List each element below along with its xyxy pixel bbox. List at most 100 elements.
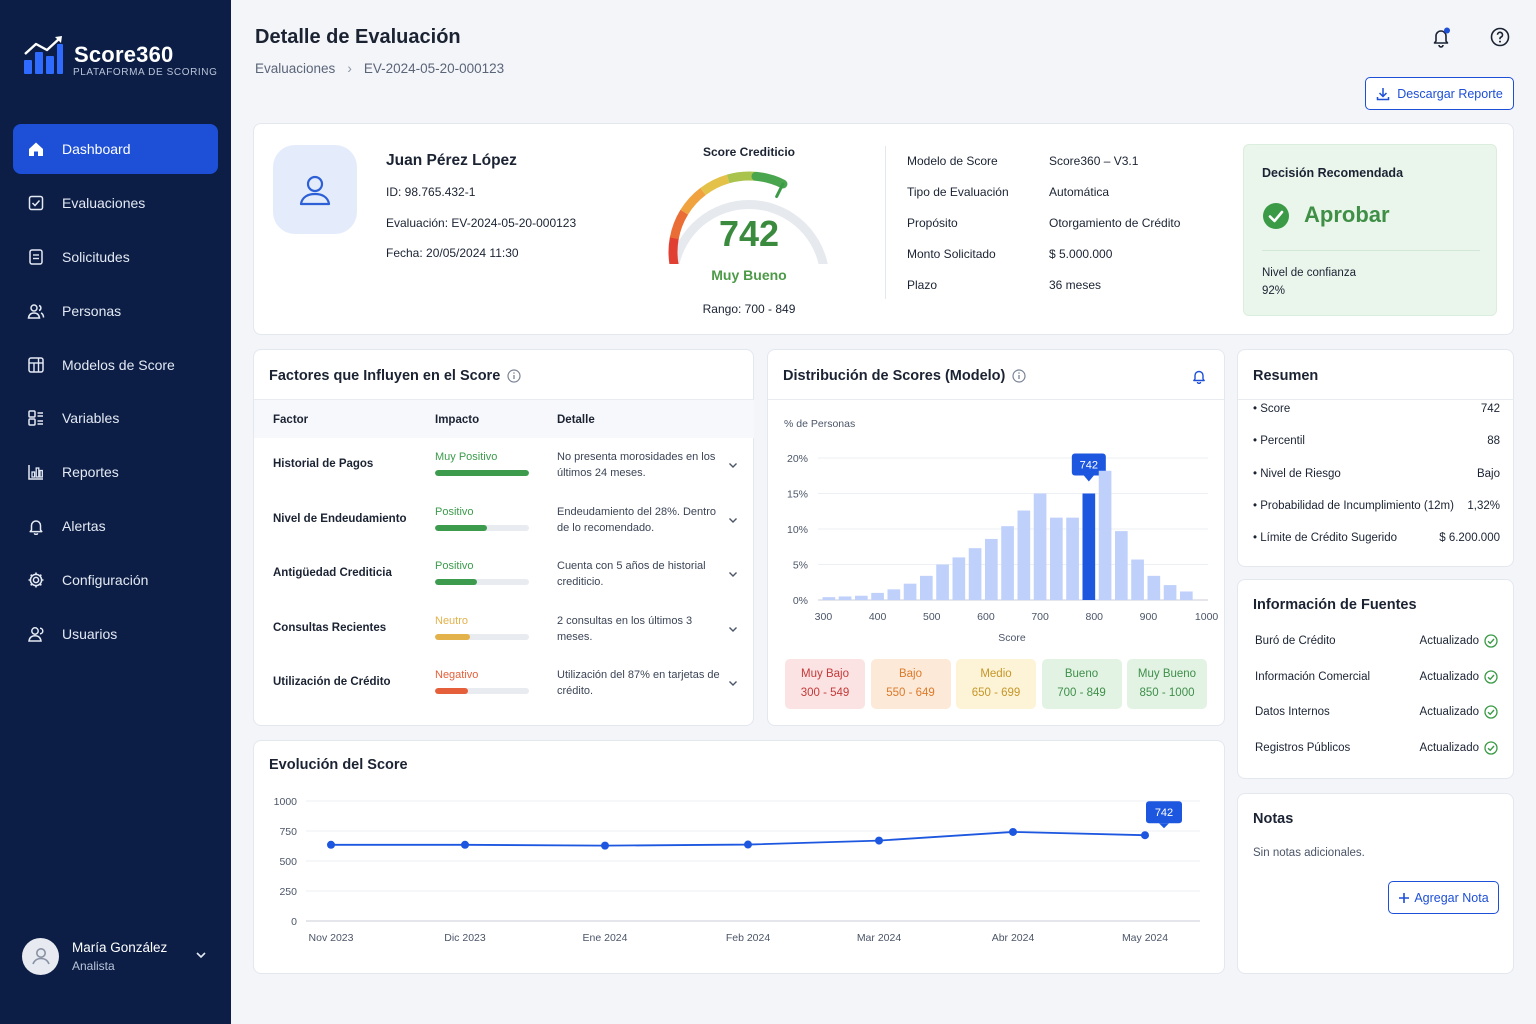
source-status: Actualizado — [1419, 670, 1479, 683]
divider — [254, 399, 754, 400]
sources-card: Información de Fuentes Buró de Crédito Ac… — [1237, 579, 1514, 779]
bar[interactable] — [871, 592, 884, 600]
score-band[interactable]: Bueno 700 - 849 — [1041, 659, 1122, 709]
sidebar-item-modelos-de-score[interactable]: Modelos de Score — [13, 340, 218, 390]
add-note-label: Agregar Nota — [1414, 890, 1489, 905]
sidebar-item-personas[interactable]: Personas — [13, 286, 218, 336]
download-report-button[interactable]: Descargar Reporte — [1365, 77, 1514, 110]
breadcrumb: Evaluaciones › EV-2024-05-20-000123 — [255, 61, 504, 76]
bar[interactable] — [1049, 517, 1063, 600]
score-band[interactable]: Medio 650 - 699 — [956, 659, 1036, 709]
chevron-down-icon[interactable] — [727, 677, 739, 689]
bar[interactable] — [1114, 531, 1128, 600]
bar[interactable] — [984, 538, 998, 600]
x-tick-label: Feb 2024 — [726, 932, 771, 944]
bar[interactable] — [1179, 591, 1193, 600]
bar[interactable] — [968, 548, 982, 600]
score-band[interactable]: Muy Bajo 300 - 549 — [785, 659, 865, 709]
bar[interactable] — [854, 595, 868, 600]
bar[interactable] — [1017, 510, 1031, 600]
sidebar-item-configuracion[interactable]: Configuración — [13, 555, 218, 605]
sidebar-item-variables[interactable]: Variables — [13, 393, 218, 443]
people-icon — [27, 303, 45, 319]
document-icon — [29, 249, 43, 265]
sidebar-item-label: Usuarios — [62, 626, 118, 643]
user-avatar-icon — [31, 948, 50, 965]
score-band[interactable]: Bajo 550 - 649 — [870, 659, 951, 709]
data-point[interactable] — [1009, 827, 1017, 836]
impact-bar — [435, 524, 529, 531]
add-note-button[interactable]: Agregar Nota — [1388, 881, 1499, 914]
sidebar-item-alertas[interactable]: Alertas — [13, 501, 218, 551]
user-name: María González — [72, 939, 168, 955]
score-band[interactable]: Muy Bueno 850 - 1000 — [1127, 659, 1207, 709]
factor-detail: Utilización del 87% en tarjetas de crédi… — [557, 669, 720, 697]
bar-highlight[interactable] — [1082, 493, 1096, 601]
sidebar-item-reportes[interactable]: Reportes — [13, 447, 218, 497]
chevron-down-icon[interactable] — [727, 459, 739, 471]
brand-name: Score360 — [74, 42, 174, 67]
sidebar-item-solicitudes[interactable]: Solicitudes — [13, 232, 218, 282]
detail-label: Plazo — [907, 278, 938, 292]
bar[interactable] — [1066, 517, 1079, 600]
source-status: Actualizado — [1419, 635, 1479, 647]
sidebar-item-dashboard[interactable]: Dashboard — [13, 124, 218, 174]
data-point[interactable] — [1141, 831, 1149, 840]
profile-avatar — [273, 145, 357, 234]
band-name: Bueno — [1064, 668, 1099, 680]
chevron-down-icon[interactable] — [727, 623, 739, 635]
bar[interactable] — [838, 596, 852, 600]
x-tick-label: 500 — [923, 611, 941, 623]
gauge-title: Score Crediticio — [702, 145, 796, 159]
band-range: 650 - 699 — [971, 687, 1021, 699]
data-point[interactable] — [461, 840, 469, 849]
distribution-title: Distribución de Scores (Modelo) — [783, 368, 1026, 384]
bar[interactable] — [1033, 493, 1047, 601]
factor-impact: Neutro — [435, 614, 469, 627]
impact-bar — [435, 633, 529, 640]
chevron-down-icon[interactable] — [727, 568, 739, 580]
y-tick-label: 750 — [279, 826, 297, 838]
info-icon[interactable] — [507, 369, 521, 383]
brand[interactable]: Score360 PLATAFORMA DE SCORING — [22, 34, 217, 78]
bar[interactable] — [1131, 559, 1144, 600]
bar[interactable] — [1147, 575, 1161, 600]
sidebar-item-evaluaciones[interactable]: Evaluaciones — [13, 178, 218, 228]
distribution-title-text: Distribución de Scores (Modelo) — [783, 368, 1006, 384]
bar[interactable] — [952, 557, 966, 600]
gauge-score: 742 — [718, 213, 780, 254]
data-point[interactable] — [875, 836, 883, 845]
bar[interactable] — [887, 589, 901, 600]
user-profile[interactable]: María González Analista — [22, 936, 212, 976]
bell-icon[interactable] — [1191, 368, 1207, 384]
bar[interactable] — [1098, 470, 1112, 600]
gauge-track — [670, 200, 828, 264]
data-point[interactable] — [601, 841, 609, 850]
bell-icon[interactable] — [1430, 26, 1452, 48]
notes-card: Notas Sin notas adicionales. Agregar Not… — [1237, 793, 1514, 974]
bar[interactable] — [1001, 526, 1014, 600]
y-tick-label: 20% — [787, 453, 808, 465]
bar[interactable] — [822, 597, 836, 600]
source-row: Registros Públicos Actualizado — [1255, 740, 1498, 755]
help-icon[interactable] — [1489, 26, 1511, 48]
summary-value: 88 — [1487, 435, 1500, 448]
breadcrumb-evaluaciones[interactable]: Evaluaciones — [255, 61, 336, 76]
bar[interactable] — [936, 564, 949, 601]
sidebar-item-usuarios[interactable]: Usuarios — [13, 609, 218, 659]
y-tick-label: 1000 — [274, 796, 298, 808]
chevron-down-icon[interactable] — [194, 948, 208, 962]
summary-value: $ 6.200.000 — [1439, 532, 1500, 545]
bar[interactable] — [903, 583, 917, 600]
bar[interactable] — [919, 575, 933, 600]
bar-chart-icon — [28, 465, 43, 481]
info-icon[interactable] — [1012, 369, 1026, 383]
column-header-factor: Factor — [273, 414, 309, 426]
data-point[interactable] — [327, 840, 335, 849]
bar[interactable] — [1163, 585, 1177, 600]
data-point[interactable] — [744, 840, 752, 849]
factors-title-text: Factores que Influyen en el Score — [269, 368, 501, 384]
x-tick-label: 400 — [869, 611, 887, 623]
y-tick-label: 250 — [279, 886, 297, 898]
chevron-down-icon[interactable] — [727, 514, 739, 526]
